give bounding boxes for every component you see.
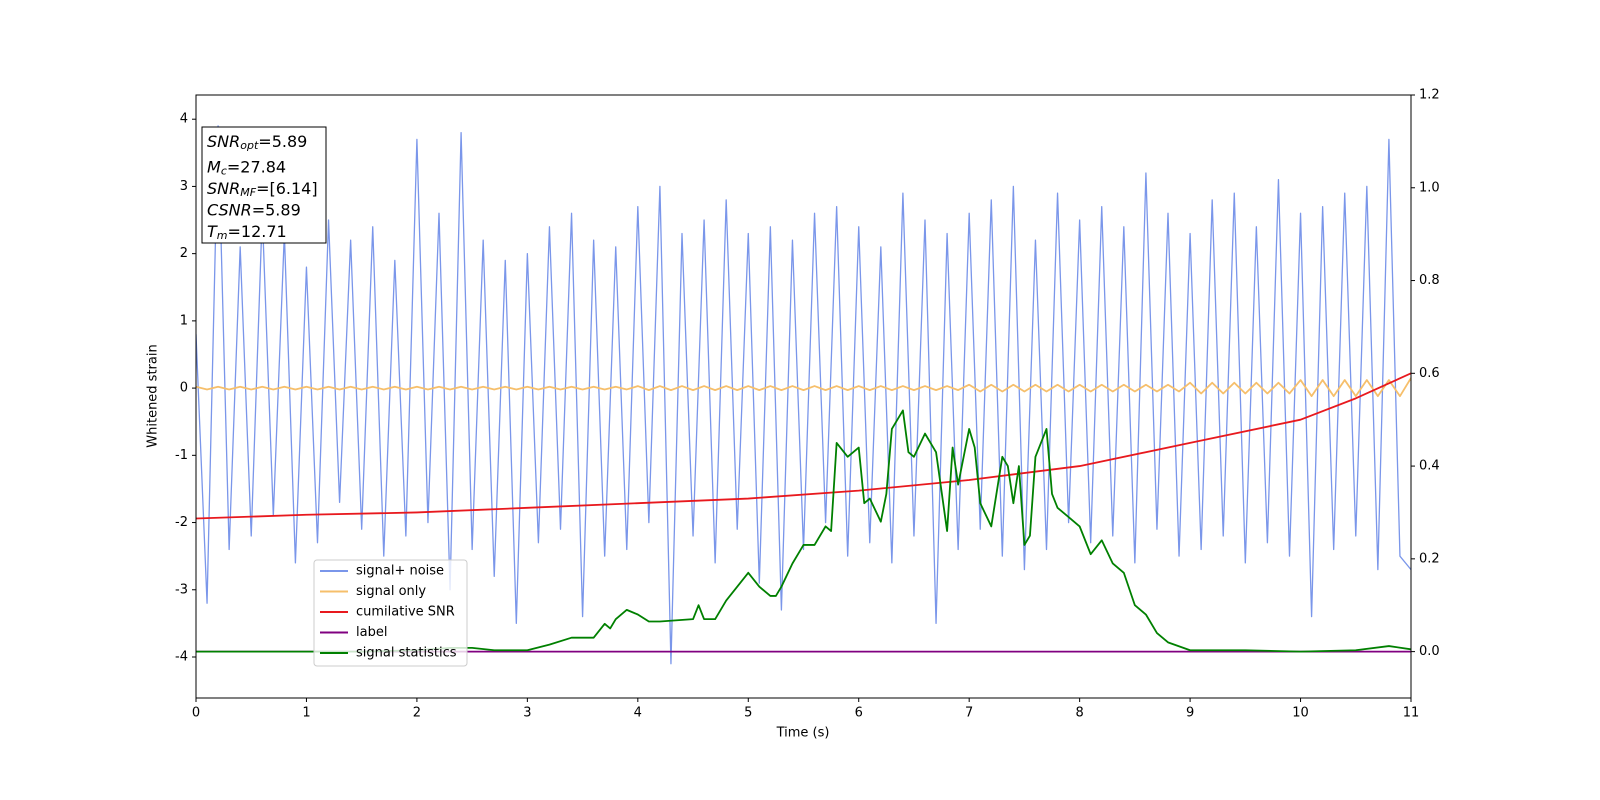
y-tick-label: 1 [180,313,188,328]
y-tick-label: -2 [175,515,188,530]
legend-label: signal statistics [356,646,457,661]
annotation-value: =27.84 [227,157,286,176]
x-tick-label: 2 [413,706,421,721]
x-tick-label: 5 [744,706,752,721]
x-tick-label: 3 [523,706,531,721]
y-tick-label: -4 [175,649,188,664]
y2-tick-label: 1.2 [1419,88,1440,103]
x-tick-label: 7 [965,706,973,721]
annotation-text: SNRMF=[6.14] [207,179,318,200]
y-tick-label: 0 [180,381,188,396]
axes-frame [195,94,1412,699]
y-tick-label: 2 [180,246,188,261]
legend-frame [313,559,468,667]
y-tick-label: 4 [180,112,188,127]
legend-label: signal+ noise [356,564,444,579]
annotation-text: Mc=27.84 [207,157,286,178]
series-line [196,377,1411,398]
annotation-value: =12.71 [228,222,287,241]
legend-label: cumilative SNR [356,605,455,620]
x-tick-label: 11 [1403,706,1420,721]
y2-tick-label: 0.6 [1419,366,1440,381]
annotation-text: CSNR=5.89 [207,200,301,219]
x-tick-label: 9 [1186,706,1194,721]
series-line [196,409,1411,653]
annotation-text: SNRopt=5.89 [207,132,307,153]
x-tick-label: 10 [1292,706,1309,721]
annotation-symbol: CSNR [207,200,252,219]
x-tick-label: 8 [1075,706,1083,721]
y-axis-label: Whitened strain [146,344,161,447]
y-tick-label: -3 [175,582,188,597]
annotation-subscript: m [217,229,228,242]
annotation-value: =5.89 [258,132,307,151]
y-tick-label: 3 [180,179,188,194]
annotation-symbol: T [207,222,218,241]
annotation-frame [201,126,327,244]
legend: signal+ noise signal only cumilative SNR la… [313,559,468,667]
annotation-symbol: SNR [207,132,240,151]
annotation-text: Tm=12.71 [207,222,287,243]
series-line [196,125,1411,665]
x-axis-label: Time (s) [776,726,830,741]
y2-tick-label: 1.0 [1419,180,1440,195]
annotation-subscript: opt [240,139,259,152]
y-tick-label: -1 [175,448,188,463]
annotation-value: =[6.14] [256,179,318,198]
annotation-box: SNRopt=5.89Mc=27.84SNRMF=[6.14]CSNR=5.89… [201,126,327,244]
x-tick-label: 0 [192,706,200,721]
legend-label: label [356,625,387,640]
y2-tick-label: 0.2 [1419,551,1440,566]
annotation-symbol: M [207,157,221,176]
y2-tick-label: 0.8 [1419,273,1440,288]
x-tick-label: 6 [855,706,863,721]
x-tick-label: 4 [634,706,642,721]
legend-label: signal only [356,584,426,599]
annotation-value: =5.89 [252,200,301,219]
y2-tick-label: 0.0 [1419,644,1440,659]
annotation-subscript: c [221,165,227,178]
series-line [196,372,1411,520]
annotation-subscript: MF [240,186,256,199]
annotation-symbol: SNR [207,179,240,198]
y2-tick-label: 0.4 [1419,459,1440,474]
x-tick-label: 1 [302,706,310,721]
